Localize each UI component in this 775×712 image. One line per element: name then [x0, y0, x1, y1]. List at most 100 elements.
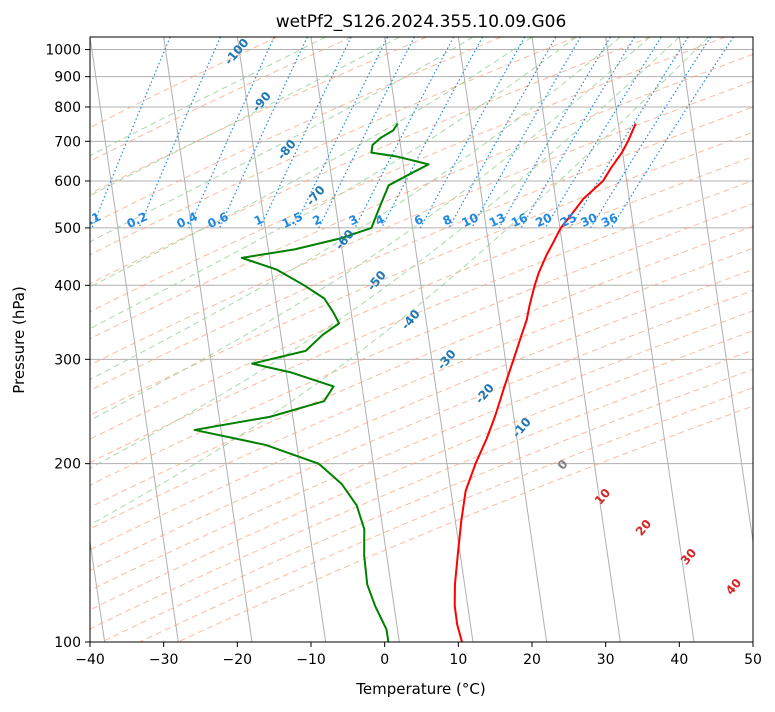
mixing-ratio-line: [138, 37, 221, 229]
isotherm-label: -40: [398, 307, 423, 333]
dry-adiabat-line: [90, 37, 278, 129]
isotherm-label: -10: [509, 415, 534, 441]
mixing-ratio-label: 16: [509, 210, 530, 230]
x-tick-label: 50: [744, 652, 762, 668]
mixing-ratio-label: 3: [347, 212, 360, 228]
x-tick-label: −40: [75, 652, 105, 668]
mixing-ratio-line: [569, 37, 689, 229]
isotherm-line: [531, 37, 621, 642]
dry-adiabat-line: [90, 37, 651, 285]
isotherm-label: -20: [472, 381, 497, 407]
isotherm-line: [163, 37, 253, 642]
y-tick-label: 900: [54, 70, 81, 86]
isotherm-label: -30: [434, 347, 459, 373]
x-tick-label: −20: [223, 652, 253, 668]
isotherm-line: [90, 37, 179, 642]
mixing-ratio-line: [520, 37, 636, 229]
x-tick-label: 10: [449, 652, 467, 668]
y-tick-label: 500: [54, 221, 81, 237]
dry-adiabat-line: [90, 269, 753, 551]
dry-adiabat-line: [101, 368, 753, 642]
background-lines: [90, 37, 753, 642]
isotherm-label: -80: [274, 137, 299, 163]
y-tick-label: 300: [54, 352, 81, 368]
mixing-ratio-label: 30: [578, 210, 599, 230]
isotherm-line: [236, 37, 327, 642]
mixing-ratio-line: [544, 37, 662, 229]
x-tick-label: 0: [380, 652, 389, 668]
mixing-ratio-line: [448, 37, 557, 229]
mixing-ratio-label: 36: [599, 210, 620, 230]
isotherm-label: 40: [723, 576, 744, 598]
dry-adiabat-line: [90, 247, 753, 530]
x-tick-label: 40: [670, 652, 688, 668]
mixing-ratio-line: [471, 37, 582, 229]
dry-adiabat-line: [90, 349, 753, 630]
dry-adiabat-line: [90, 37, 353, 162]
y-tick-label: 600: [54, 174, 81, 190]
moist-adiabat-line: [90, 37, 326, 157]
mixing-ratio-line: [354, 37, 455, 229]
mixing-ratio-label: 10: [459, 210, 480, 230]
dry-adiabat-line: [90, 37, 577, 256]
y-axis-title: Pressure (hPa): [10, 286, 28, 394]
dry-adiabat-line: [90, 106, 753, 392]
mixing-ratio-line: [610, 37, 734, 229]
moist-adiabat-line: [90, 37, 400, 197]
isotherm-label: -50: [364, 268, 389, 294]
temperature-profile-line: [453, 123, 637, 642]
isotherm-label: 30: [678, 546, 699, 568]
line-labels: 0.1 0.2 0.4 0.6 1 1.5 2 3 4 6 8 10 13 16 20 25 30 36-100-…: [90, 36, 744, 598]
mixing-ratio-label: 4: [373, 212, 386, 228]
mixing-ratio-label: 25: [558, 210, 579, 230]
x-tick-label: 20: [523, 652, 541, 668]
mixing-ratio-label: 13: [487, 210, 508, 230]
mixing-ratio-line: [419, 37, 526, 229]
moist-adiabat-line: [90, 37, 651, 421]
dry-adiabat-line: [90, 131, 753, 416]
moist-adiabat-line: [90, 37, 710, 526]
y-tick-label: 400: [54, 278, 81, 294]
mixing-ratio-line: [381, 37, 484, 229]
x-axis-title: Temperature (°C): [355, 680, 485, 698]
dry-adiabat-line: [90, 37, 427, 195]
moist-adiabat-line: [90, 37, 577, 330]
isotherm-label: 10: [592, 486, 613, 508]
dry-adiabat-line: [90, 203, 753, 486]
isotherm-line: [384, 37, 474, 642]
isotherm-label: 0: [555, 457, 571, 472]
y-tick-label: 200: [54, 457, 81, 473]
isotherm-label: -100: [222, 36, 252, 68]
moist-adiabat-line: [90, 37, 533, 288]
mixing-ratio-line: [318, 37, 415, 229]
dry-adiabat-line: [90, 330, 753, 611]
isotherm-line: [752, 37, 753, 41]
y-tick-label: 700: [54, 134, 81, 150]
dry-adiabat-line: [90, 156, 753, 440]
y-tick-label: 1000: [45, 43, 81, 59]
plot-frame: [89, 36, 754, 643]
chart-title: wetPf2_S126.2024.355.10.09.G06: [276, 12, 567, 32]
dry-adiabat-line: [90, 80, 753, 366]
mixing-ratio-line: [293, 37, 389, 229]
isotherm-line: [90, 538, 106, 642]
moist-adiabat-line: [90, 37, 474, 243]
dry-adiabat-line: [90, 53, 753, 340]
y-tick-label: 800: [54, 100, 81, 116]
y-tick-label: 100: [54, 635, 81, 651]
x-tick-label: −10: [296, 652, 326, 668]
mixing-ratio-label: 2: [310, 212, 323, 228]
mixing-ratio-line: [590, 37, 712, 229]
dry-adiabat-line: [90, 289, 753, 571]
dry-adiabat-line: [90, 37, 726, 313]
isotherm-label: -90: [249, 89, 274, 115]
mixing-ratio-label: 20: [533, 210, 554, 230]
profile-lines: [193, 123, 637, 642]
axes: −40 −30 −20 −10 0 10 20 30 40 5010020030040050060…: [45, 43, 762, 668]
x-tick-label: −30: [149, 652, 179, 668]
isotherm-line: [457, 37, 548, 642]
moist-adiabat-line: [90, 37, 680, 469]
dewpoint-profile-line: [193, 123, 430, 642]
